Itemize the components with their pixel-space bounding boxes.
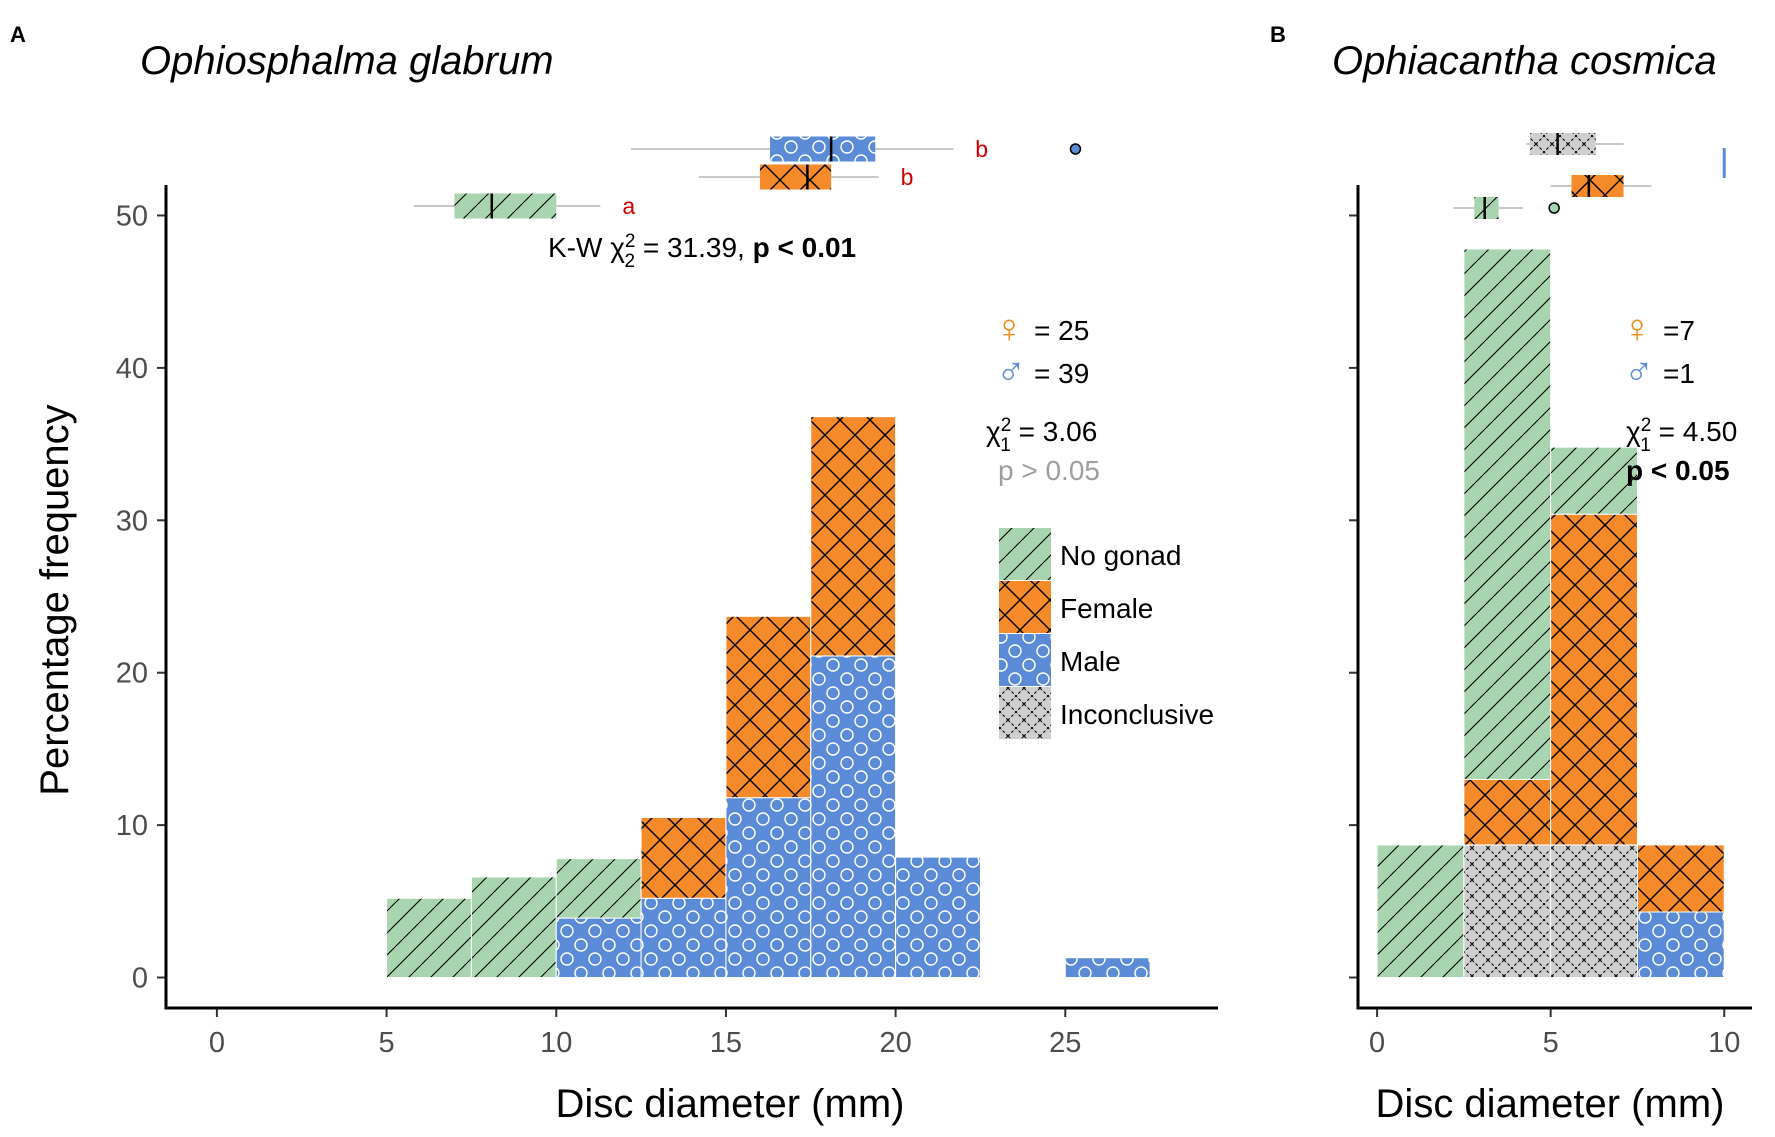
bar-male bbox=[810, 655, 897, 979]
x-tick-label: 5 bbox=[1543, 1027, 1559, 1059]
bar-female bbox=[1463, 778, 1552, 846]
significance-letter: a bbox=[622, 193, 635, 219]
bar-no-gonad bbox=[470, 876, 557, 979]
x-tick-label: 15 bbox=[710, 1027, 742, 1059]
panel-a-chi-p: p > 0.05 bbox=[998, 455, 1100, 486]
panel-a-kw-test: K-W χ2 2 = 31.39, p < 0.01 bbox=[548, 231, 856, 272]
x-tick-label: 10 bbox=[1708, 1027, 1740, 1059]
legend-swatch-no-gonad bbox=[999, 528, 1051, 580]
panel-a: A Ophiosphalma glabrum b b a 0 5 10 15 20 25 0 10… bbox=[10, 22, 1218, 1126]
legend-swatch-male bbox=[999, 634, 1051, 686]
y-tick-label: 50 bbox=[116, 200, 148, 232]
panel-a-x-axis-title: Disc diameter (mm) bbox=[556, 1082, 905, 1126]
significance-letter: b bbox=[975, 136, 988, 162]
panel-b-boxplots bbox=[1453, 133, 1726, 219]
panel-a-boxplots: b b a bbox=[413, 136, 1082, 219]
legend-label-male: Male bbox=[1060, 646, 1121, 677]
bar-male bbox=[1636, 911, 1725, 979]
x-tick-label: 0 bbox=[1369, 1027, 1385, 1059]
legend: No gonad Female Male Inconclusive bbox=[999, 528, 1214, 739]
x-tick-label: 10 bbox=[540, 1027, 572, 1059]
panel-b-x-axis-title: Disc diameter (mm) bbox=[1376, 1082, 1725, 1126]
bar-male bbox=[640, 897, 727, 979]
panel-b-chi-test: χ2 1 = 4.50 bbox=[1626, 415, 1737, 456]
legend-swatch-inconclusive bbox=[999, 687, 1051, 739]
boxplot-box-no-gonad bbox=[454, 193, 557, 219]
panel-a-chi-test: χ2 1 = 3.06 bbox=[986, 415, 1097, 456]
boxplot-box-inconclusive bbox=[1529, 133, 1596, 155]
y-tick-label: 20 bbox=[116, 658, 148, 690]
panel-b-title: Ophiacantha cosmica bbox=[1332, 39, 1717, 83]
panel-b-ticks: 0 5 10 bbox=[1349, 214, 1740, 1059]
x-tick-label: 25 bbox=[1049, 1027, 1081, 1059]
male-symbol-icon: ♂ bbox=[1624, 350, 1654, 394]
bar-no-gonad bbox=[1463, 248, 1552, 780]
legend-label-female: Female bbox=[1060, 593, 1153, 624]
panel-b-bars bbox=[1376, 248, 1725, 979]
bar-female bbox=[810, 416, 897, 657]
bar-no-gonad bbox=[1376, 844, 1465, 979]
panel-b-female-count: =7 bbox=[1663, 315, 1695, 346]
male-symbol-icon: ♂ bbox=[996, 350, 1026, 394]
panel-a-male-count: = 39 bbox=[1034, 358, 1089, 389]
bar-inconclusive bbox=[1463, 844, 1552, 979]
boxplot-outlier-no-gonad bbox=[1548, 202, 1560, 214]
panel-b: B Ophiacantha cosmica 0 5 10 Disc diameter… bbox=[1270, 22, 1752, 1126]
significance-letter: b bbox=[901, 164, 914, 190]
panel-a-title: Ophiosphalma glabrum bbox=[140, 39, 554, 83]
female-symbol-icon: ♀ bbox=[1622, 307, 1652, 351]
boxplot-box-no-gonad bbox=[1474, 197, 1499, 219]
panel-b-letter: B bbox=[1270, 22, 1286, 47]
bar-female bbox=[640, 816, 727, 899]
legend-swatch-female bbox=[999, 581, 1051, 633]
female-symbol-icon: ♀ bbox=[994, 307, 1024, 351]
bar-no-gonad bbox=[1550, 446, 1638, 515]
x-tick-label: 20 bbox=[879, 1027, 911, 1059]
boxplot-box-female bbox=[1571, 175, 1624, 197]
bar-no-gonad bbox=[555, 858, 642, 919]
x-tick-label: 0 bbox=[209, 1027, 225, 1059]
bar-inconclusive bbox=[1550, 844, 1638, 979]
bar-female bbox=[725, 615, 812, 799]
bar-male bbox=[1064, 957, 1151, 979]
panel-b-chi-p: p < 0.05 bbox=[1626, 455, 1730, 486]
bar-male bbox=[895, 856, 981, 979]
y-tick-label: 30 bbox=[116, 505, 148, 537]
bar-female bbox=[1550, 513, 1638, 846]
y-tick-label: 0 bbox=[132, 963, 148, 995]
bar-no-gonad bbox=[386, 897, 472, 979]
panel-b-male-count: =1 bbox=[1663, 358, 1695, 389]
panel-a-ticks: 0 5 10 15 20 25 0 10 20 30 40 50 bbox=[116, 200, 1082, 1059]
panel-a-letter: A bbox=[10, 22, 26, 47]
y-tick-label: 40 bbox=[116, 353, 148, 385]
legend-label-inconclusive: Inconclusive bbox=[1060, 699, 1214, 730]
y-tick-label: 10 bbox=[116, 810, 148, 842]
x-tick-label: 5 bbox=[379, 1027, 395, 1059]
panel-a-y-axis-title: Percentage frequency bbox=[33, 404, 77, 795]
panel-a-female-count: = 25 bbox=[1034, 315, 1089, 346]
boxplot-outlier-male bbox=[1069, 143, 1082, 155]
legend-label-no-gonad: No gonad bbox=[1060, 540, 1181, 571]
boxplot-box-male bbox=[770, 136, 876, 162]
boxplot-box-female bbox=[759, 164, 832, 190]
bar-male bbox=[555, 917, 642, 979]
panel-a-bars bbox=[386, 416, 1151, 979]
bar-female bbox=[1636, 844, 1725, 913]
bar-male bbox=[725, 797, 812, 979]
